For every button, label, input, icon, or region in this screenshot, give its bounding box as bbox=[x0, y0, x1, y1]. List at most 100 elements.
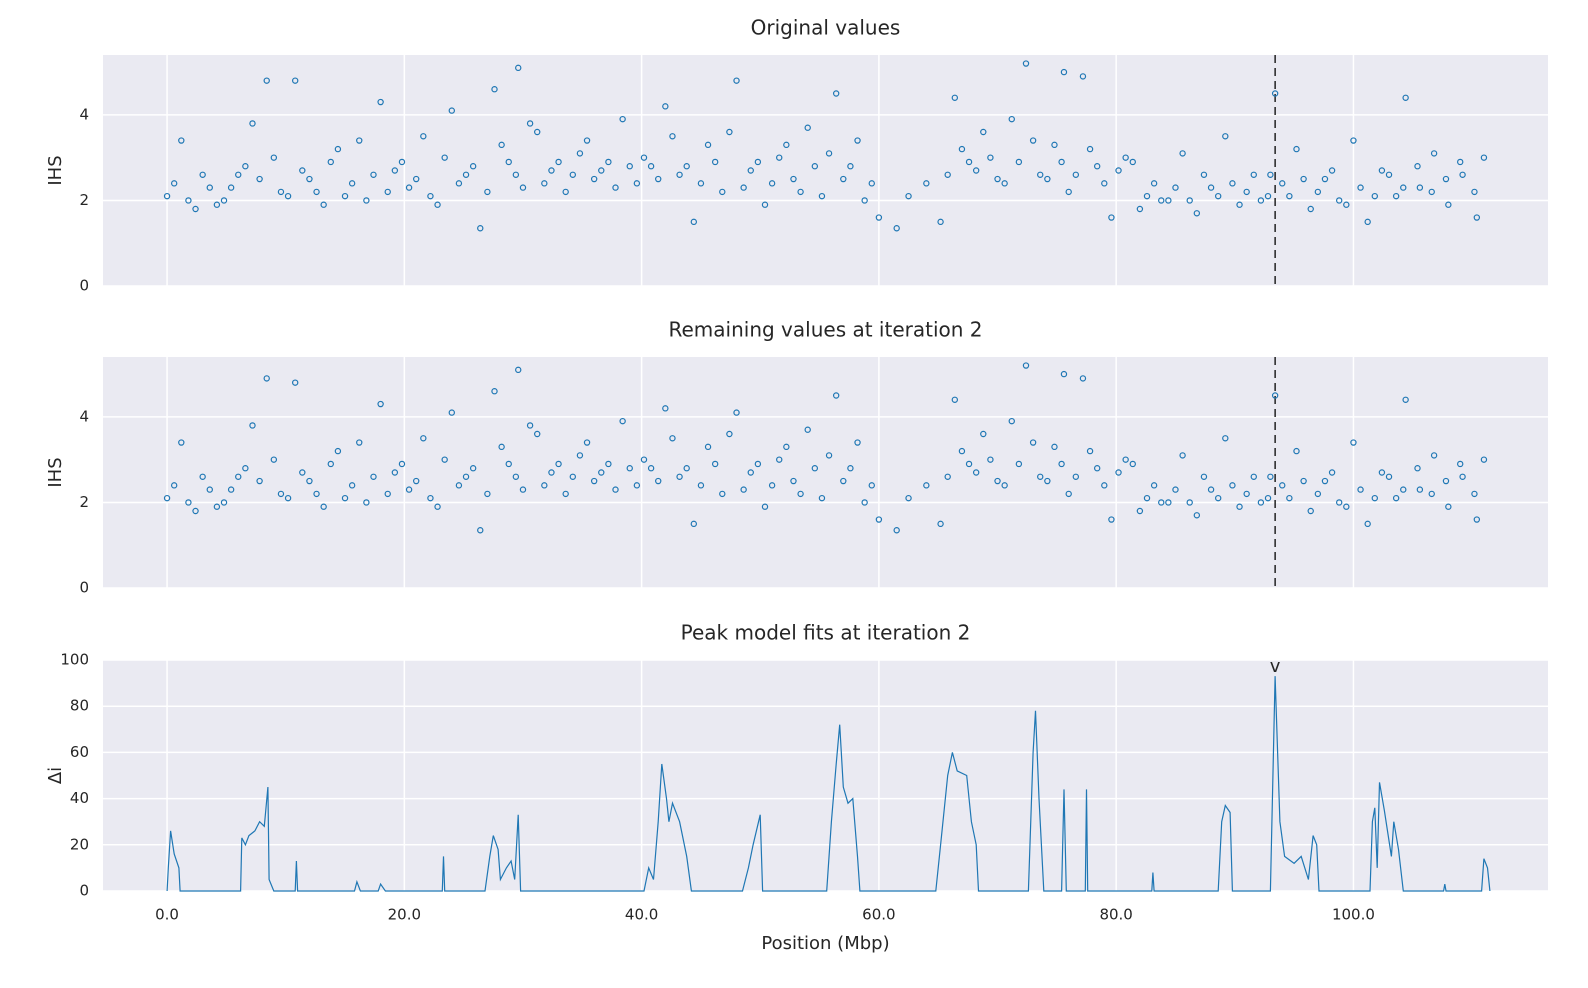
point bbox=[178, 137, 185, 144]
point bbox=[944, 473, 951, 480]
y-tick-label: 20 bbox=[70, 835, 89, 853]
point bbox=[1480, 154, 1488, 161]
point bbox=[1022, 362, 1030, 369]
y-tick-label: 4 bbox=[79, 407, 89, 425]
point bbox=[227, 486, 235, 493]
point bbox=[242, 163, 249, 170]
point bbox=[576, 150, 584, 157]
point bbox=[676, 473, 683, 480]
point bbox=[1402, 94, 1409, 101]
point bbox=[491, 86, 498, 93]
point bbox=[719, 490, 726, 498]
point bbox=[1200, 171, 1208, 178]
point bbox=[1279, 482, 1286, 489]
point bbox=[363, 197, 370, 204]
point bbox=[1243, 490, 1250, 498]
x-axis-label: Position (Mbp) bbox=[761, 933, 889, 954]
y-tick-label: 4 bbox=[79, 105, 89, 123]
point bbox=[605, 460, 612, 468]
point bbox=[965, 460, 973, 468]
point bbox=[1093, 163, 1101, 170]
point bbox=[854, 137, 861, 144]
point bbox=[733, 77, 740, 84]
point bbox=[334, 447, 342, 455]
point bbox=[1060, 68, 1068, 76]
point bbox=[327, 460, 334, 468]
point bbox=[1400, 184, 1407, 191]
point bbox=[398, 158, 406, 166]
point bbox=[1257, 197, 1265, 204]
point bbox=[875, 214, 883, 221]
point bbox=[711, 158, 719, 166]
point bbox=[951, 396, 959, 403]
point bbox=[640, 456, 648, 463]
x-tick-label: 20.0 bbox=[388, 906, 421, 924]
point bbox=[804, 124, 811, 131]
point bbox=[313, 188, 320, 196]
point bbox=[1314, 490, 1322, 498]
point bbox=[1108, 516, 1115, 523]
point bbox=[1037, 473, 1044, 480]
point bbox=[455, 482, 463, 489]
point bbox=[256, 477, 263, 485]
plot-area bbox=[103, 357, 1548, 588]
point bbox=[348, 180, 356, 187]
point bbox=[576, 452, 584, 459]
point bbox=[1193, 512, 1201, 519]
point bbox=[655, 477, 662, 485]
point bbox=[1079, 375, 1087, 382]
point bbox=[1143, 192, 1151, 200]
point bbox=[1430, 452, 1438, 459]
point bbox=[235, 171, 242, 178]
point bbox=[356, 137, 363, 144]
point bbox=[1400, 486, 1407, 493]
point bbox=[797, 188, 804, 196]
point bbox=[1279, 180, 1286, 187]
chart-title: Original values bbox=[751, 16, 901, 40]
point bbox=[213, 201, 221, 208]
point bbox=[655, 175, 662, 183]
point bbox=[548, 167, 555, 174]
point bbox=[163, 192, 171, 200]
point bbox=[263, 375, 270, 382]
point bbox=[512, 171, 520, 178]
point bbox=[761, 201, 769, 208]
point bbox=[1037, 171, 1044, 178]
point bbox=[1165, 197, 1172, 204]
point bbox=[980, 430, 987, 438]
point bbox=[1051, 443, 1058, 451]
point bbox=[235, 473, 242, 480]
point bbox=[994, 175, 1001, 183]
point bbox=[1122, 456, 1129, 463]
y-tick-label: 0 bbox=[79, 579, 89, 597]
point bbox=[441, 456, 448, 463]
point bbox=[256, 175, 263, 183]
x-tick-label: 0.0 bbox=[155, 906, 179, 924]
point bbox=[704, 141, 712, 149]
point bbox=[1058, 158, 1065, 166]
point bbox=[776, 154, 783, 161]
point bbox=[875, 516, 883, 523]
point bbox=[277, 188, 285, 196]
point bbox=[1186, 499, 1193, 506]
point bbox=[498, 443, 505, 451]
point bbox=[647, 465, 655, 472]
point bbox=[1236, 503, 1243, 510]
point bbox=[1300, 477, 1307, 485]
point bbox=[937, 520, 944, 528]
point bbox=[1086, 447, 1094, 455]
point bbox=[1207, 486, 1215, 493]
point bbox=[1473, 214, 1481, 221]
point bbox=[1267, 473, 1274, 480]
point bbox=[334, 145, 342, 153]
y-tick-label: 2 bbox=[79, 191, 89, 209]
point bbox=[1428, 490, 1435, 498]
point bbox=[448, 409, 455, 416]
point bbox=[1271, 392, 1279, 399]
point bbox=[306, 175, 313, 183]
point bbox=[1392, 494, 1400, 502]
point bbox=[1051, 141, 1058, 149]
point bbox=[534, 128, 541, 136]
point bbox=[1008, 115, 1015, 123]
point bbox=[868, 482, 875, 489]
